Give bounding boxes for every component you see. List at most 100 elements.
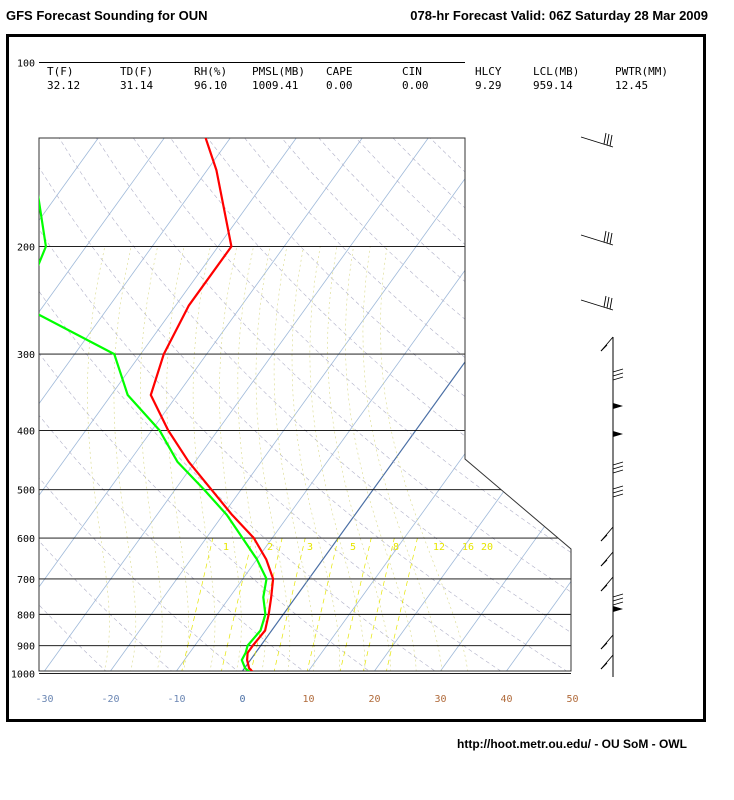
wind-flag [613, 431, 623, 437]
sounding-panel: T(F) 32.12 TD(F) 31.14 RH(%) 96.10 PMSL(MB) 100… [6, 34, 706, 722]
temperature-tick-label: 20 [368, 694, 380, 705]
wind-barb [609, 232, 613, 245]
dry-adiabat [495, 138, 571, 671]
pressure-tick-label: 200 [17, 242, 35, 253]
index-value: 959.14 [533, 79, 573, 92]
footer-credit: http://hoot.metr.ou.edu/ - OU SoM - OWL [457, 737, 687, 751]
plot-background [39, 138, 704, 671]
index-label: T(F) [47, 65, 74, 78]
index-label: CIN [402, 65, 422, 78]
pressure-tick-label: 100 [17, 59, 35, 70]
wind-barb [580, 136, 614, 148]
wind-barbs [580, 132, 624, 677]
isotherm-line [573, 138, 704, 671]
sounding-traces [39, 138, 275, 671]
wind-barb [609, 297, 613, 310]
mixing-ratio-label: 3 [307, 542, 313, 553]
isotherm-line [44, 138, 429, 671]
index-value: 32.12 [47, 79, 80, 92]
index-label: TD(F) [120, 65, 153, 78]
pressure-tick-label: 300 [17, 350, 35, 361]
dry-adiabat [39, 138, 391, 671]
dry-adiabat [426, 138, 571, 671]
moist-adiabat [273, 246, 315, 671]
dry-adiabat [39, 138, 525, 671]
temperature-trace [149, 138, 275, 671]
index-value: 0.00 [326, 79, 353, 92]
wind-barb [603, 132, 607, 145]
wind-barb [606, 133, 610, 146]
moist-adiabat [166, 246, 189, 671]
wind-barb [600, 642, 608, 650]
temperature-tick-label: -30 [35, 694, 53, 705]
mixing-ratio-line [180, 537, 214, 671]
index-label: RH(%) [194, 65, 227, 78]
isotherm-line [39, 138, 99, 671]
dry-adiabat [39, 138, 571, 671]
wind-barb [612, 368, 624, 373]
isotherm-line [110, 138, 495, 671]
index-value: 12.45 [615, 79, 648, 92]
temperature-tick-label: 30 [434, 694, 446, 705]
moist-adiabat [309, 246, 366, 671]
pressure-grid: 100 200 300 400 500 600 700 800 900 1000 [11, 59, 571, 681]
dry-adiabat [84, 138, 571, 671]
index-value: 9.29 [475, 79, 502, 92]
wind-barb [606, 231, 610, 244]
dry-adiabat [39, 138, 190, 671]
dry-adiabat [392, 138, 571, 671]
dry-adiabat [221, 138, 571, 671]
mixing-ratio-label: 5 [350, 542, 356, 553]
wind-barb [603, 230, 607, 243]
wind-barb [612, 469, 624, 474]
index-label: HLCY [475, 65, 502, 78]
wind-barb [600, 534, 608, 542]
moist-adiabat [327, 246, 391, 671]
moist-adiabat [345, 246, 417, 671]
temperature-tick-label: 10 [302, 694, 314, 705]
moist-adiabat [113, 246, 137, 671]
mixing-ratio-label: 1 [223, 542, 229, 553]
isotherm-line [506, 138, 571, 671]
mixing-ratio-line [362, 537, 395, 671]
wind-barb [612, 485, 624, 490]
mixing-ratio-label: 12 [433, 542, 445, 553]
wind-barb [580, 234, 614, 246]
wind-barb [600, 559, 608, 567]
isotherm-line [639, 138, 704, 671]
isotherm-line [39, 138, 231, 671]
dry-adiabat [119, 138, 571, 671]
wind-barb [600, 662, 608, 670]
mixing-ratio-line [385, 537, 418, 671]
dry-adiabat [39, 138, 257, 671]
wind-barb [603, 295, 607, 308]
wind-barb [612, 493, 624, 498]
isotherm-line [308, 138, 571, 671]
wind-barb [612, 376, 624, 381]
pressure-tick-label: 400 [17, 426, 35, 437]
dewpoint-trace [39, 138, 268, 671]
wind-barb [606, 296, 610, 309]
plot-border [38, 137, 572, 672]
axis-ticks: 1 2 3 5 8 12 16 20-30 -20 -10 0 10 20 30 40 50 [35, 542, 578, 705]
index-label: LCL(MB) [533, 65, 579, 78]
moist-adiabat [87, 246, 110, 671]
temperature-tick-label: -10 [167, 694, 185, 705]
index-value: 1009.41 [252, 79, 298, 92]
wind-barb [609, 134, 613, 147]
isotherm-line [242, 138, 571, 671]
moist-adiabat [219, 246, 242, 671]
wind-flag [613, 403, 623, 409]
isotherm-line [440, 138, 571, 671]
pressure-tick-label: 900 [17, 642, 35, 653]
wind-barb [612, 597, 624, 602]
forecast-valid-time: 078-hr Forecast Valid: 06Z Saturday 28 M… [410, 8, 708, 23]
dry-adiabat [39, 138, 123, 671]
pressure-tick-label: 500 [17, 486, 35, 497]
isotherm-line [39, 138, 363, 671]
moist-adiabat [192, 246, 216, 671]
index-label: PMSL(MB) [252, 65, 305, 78]
mixing-ratio-label: 16 [462, 542, 474, 553]
index-value: 0.00 [402, 79, 429, 92]
wind-barb [612, 372, 624, 377]
